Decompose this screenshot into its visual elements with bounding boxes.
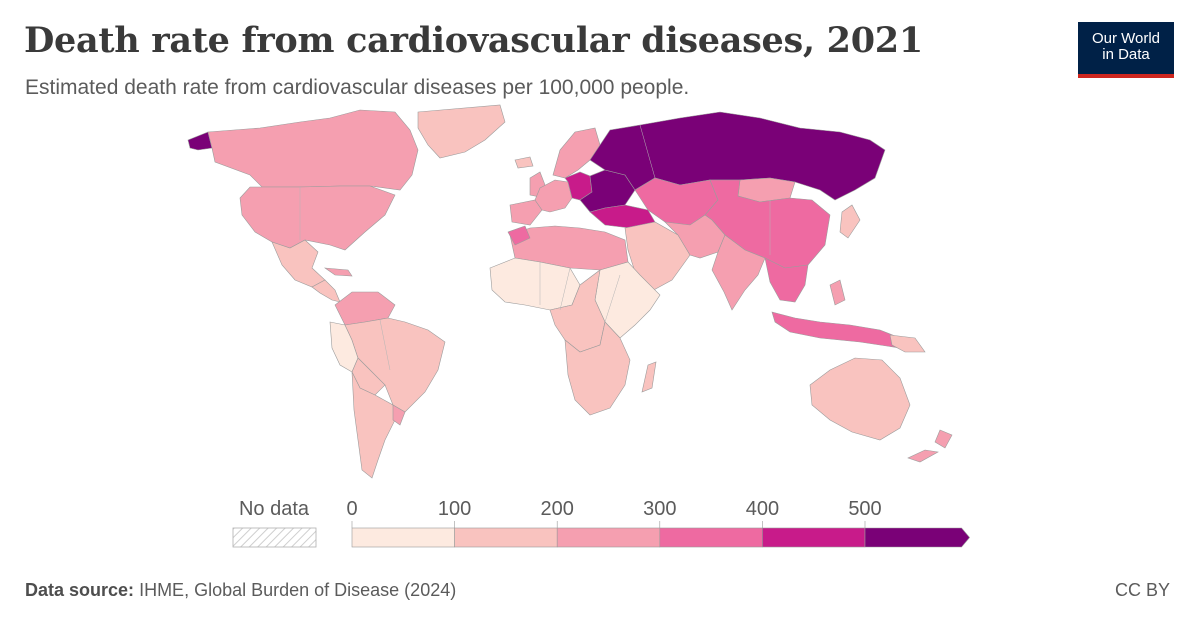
data-source: Data source: IHME, Global Burden of Dise… bbox=[25, 580, 456, 601]
legend: No data 0 100 200 300 400 500 bbox=[232, 498, 970, 548]
country-iceland[interactable] bbox=[514, 156, 534, 169]
country-usa[interactable] bbox=[239, 185, 396, 251]
legend-bin-400-500[interactable] bbox=[762, 527, 866, 548]
legend-tick-200: 200 bbox=[541, 498, 574, 520]
country-australia[interactable] bbox=[809, 357, 911, 441]
logo-line-1: Our World bbox=[1091, 30, 1161, 47]
legend-tick-500: 500 bbox=[848, 498, 881, 520]
legend-tick-0: 0 bbox=[346, 498, 357, 520]
legend-bin-100-200[interactable] bbox=[454, 527, 558, 548]
country-morocco[interactable] bbox=[507, 225, 531, 246]
country-turkey[interactable] bbox=[589, 204, 656, 229]
chart-subtitle: Estimated death rate from cardiovascular… bbox=[25, 76, 690, 99]
country-iberia[interactable] bbox=[509, 199, 543, 226]
no-data-label: No data bbox=[239, 498, 310, 520]
country-southern-africa[interactable] bbox=[564, 321, 631, 416]
chart-title: Death rate from cardiovascular diseases,… bbox=[24, 20, 923, 61]
country-indonesia[interactable] bbox=[771, 311, 906, 349]
legend-bin-0-100[interactable] bbox=[351, 527, 455, 548]
legend-bins bbox=[351, 527, 970, 548]
legend-bin-300-400[interactable] bbox=[659, 527, 763, 548]
data-source-text: IHME, Global Burden of Disease (2024) bbox=[139, 580, 457, 600]
country-middle-east[interactable] bbox=[624, 221, 691, 293]
country-japan[interactable] bbox=[839, 204, 861, 239]
country-uruguay[interactable] bbox=[392, 404, 406, 426]
legend-bin-500+[interactable] bbox=[864, 527, 970, 548]
country-philippines[interactable] bbox=[829, 279, 846, 306]
country-southeast-asia[interactable] bbox=[764, 257, 809, 303]
legend-bin-200-300[interactable] bbox=[556, 527, 661, 548]
country-india[interactable] bbox=[711, 234, 766, 311]
country-mexico[interactable] bbox=[271, 239, 326, 288]
country-canada[interactable] bbox=[207, 109, 419, 191]
legend-tick-400: 400 bbox=[746, 498, 779, 520]
country-argentina-chile[interactable] bbox=[351, 371, 396, 479]
country-greenland[interactable] bbox=[417, 104, 506, 159]
country-new-zealand[interactable] bbox=[907, 429, 953, 463]
license-label[interactable]: CC BY bbox=[1114, 580, 1170, 600]
logo-line-2: in Data bbox=[1102, 45, 1150, 63]
country-madagascar[interactable] bbox=[641, 361, 657, 393]
legend-tick-100: 100 bbox=[438, 498, 471, 520]
world-map bbox=[187, 104, 953, 479]
map-internal-borders bbox=[299, 124, 771, 371]
legend-tick-300: 300 bbox=[643, 498, 676, 520]
map-regions bbox=[187, 104, 953, 479]
country-papua-new-guinea[interactable] bbox=[889, 334, 926, 353]
data-source-label: Data source: bbox=[25, 580, 135, 600]
country-scandinavia[interactable] bbox=[552, 127, 601, 179]
country-alaska[interactable] bbox=[187, 131, 213, 151]
no-data-swatch bbox=[232, 527, 317, 548]
owid-logo[interactable]: Our World in Data bbox=[1078, 22, 1174, 78]
legend-ticks: 0 100 200 300 400 500 bbox=[346, 498, 882, 528]
country-cuba[interactable] bbox=[323, 267, 353, 277]
